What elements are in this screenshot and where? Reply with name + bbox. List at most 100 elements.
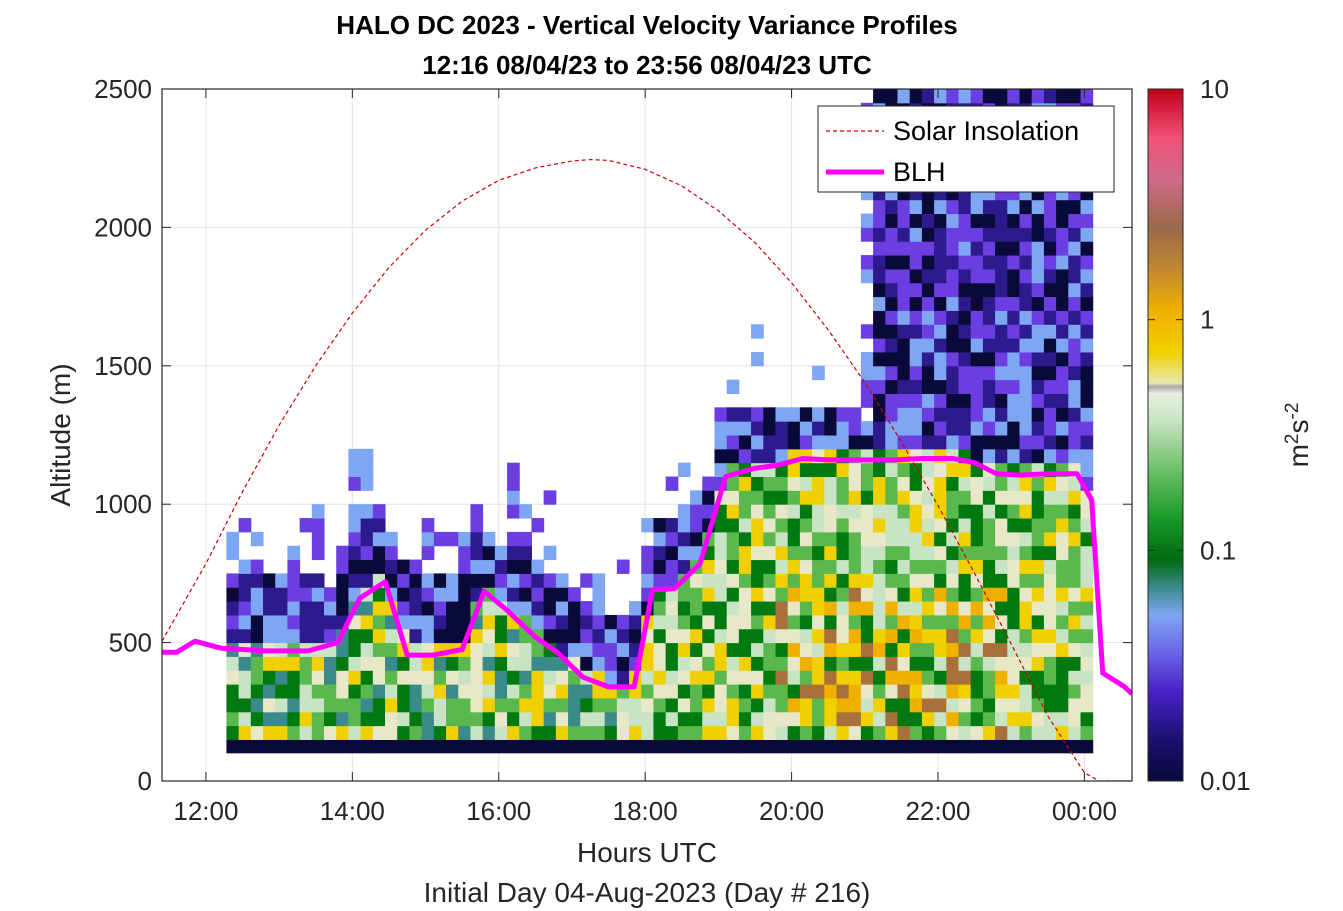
- heatmap-cell: [1031, 241, 1045, 256]
- heatmap-cell: [738, 601, 752, 616]
- heatmap-cell: [446, 656, 459, 671]
- heatmap-cell: [897, 656, 911, 671]
- heatmap-cell: [275, 725, 288, 740]
- heatmap-cell: [799, 476, 813, 491]
- heatmap-cell: [458, 614, 471, 630]
- heatmap-cell: [1056, 628, 1069, 644]
- heatmap-cell: [897, 227, 911, 242]
- heatmap-cell: [970, 338, 984, 353]
- heatmap-cell: [397, 697, 410, 713]
- heatmap-cell: [677, 697, 691, 713]
- heatmap-cell: [1068, 531, 1082, 547]
- heatmap-cell: [1043, 255, 1057, 270]
- heatmap-cell: [970, 656, 984, 671]
- heatmap-cell: [348, 559, 362, 574]
- heatmap-cell: [995, 739, 1008, 754]
- heatmap-cell: [824, 435, 837, 450]
- heatmap-cell: [421, 614, 435, 630]
- heatmap-cell: [897, 365, 911, 381]
- heatmap-cell: [360, 573, 374, 588]
- heatmap-cell: [1031, 338, 1045, 353]
- heatmap-cell: [885, 504, 898, 519]
- heatmap-cell: [238, 601, 252, 616]
- heatmap-cell: [738, 656, 752, 671]
- heatmap-cell: [616, 670, 630, 685]
- heatmap-cell: [958, 89, 972, 104]
- heatmap-cell: [921, 268, 935, 284]
- heatmap-cell: [1007, 601, 1021, 616]
- heatmap-cell: [702, 614, 715, 630]
- heatmap-cell: [909, 739, 923, 754]
- heatmap-cell: [519, 642, 532, 657]
- heatmap-cell: [1080, 642, 1094, 657]
- heatmap-cell: [995, 351, 1008, 367]
- heatmap-cell: [763, 504, 776, 519]
- heatmap-cell: [970, 365, 984, 381]
- heatmap-cell: [1056, 199, 1069, 215]
- heatmap-cell: [677, 504, 691, 519]
- heatmap-cell: [568, 614, 581, 630]
- heatmap-cell: [897, 725, 911, 740]
- heatmap-cell: [507, 656, 520, 671]
- colorbar-bar: [1147, 88, 1184, 782]
- heatmap-cell: [690, 531, 703, 547]
- heatmap-cell: [287, 656, 301, 671]
- heatmap-cell: [726, 421, 740, 436]
- heatmap-cell: [446, 711, 459, 727]
- heatmap-cell: [738, 573, 752, 588]
- heatmap-cell: [958, 711, 972, 727]
- heatmap-cell: [555, 573, 569, 588]
- heatmap-cell: [897, 282, 911, 298]
- heatmap-cell: [751, 407, 764, 422]
- heatmap-cell: [1019, 642, 1033, 657]
- heatmap-cell: [934, 462, 947, 478]
- heatmap-cell: [958, 628, 972, 644]
- heatmap-cell: [299, 670, 313, 685]
- heatmap-cell: [446, 670, 459, 685]
- heatmap-cell: [970, 407, 984, 422]
- heatmap-cell: [909, 296, 923, 311]
- heatmap-cell: [812, 670, 825, 685]
- heatmap-cell: [348, 531, 362, 547]
- heatmap-cell: [433, 531, 447, 547]
- heatmap-cell: [787, 614, 801, 630]
- heatmap-cell: [665, 518, 679, 533]
- heatmap-cell: [568, 697, 581, 713]
- heatmap-cell: [1031, 255, 1045, 270]
- heatmap-cell: [824, 490, 837, 505]
- heatmap-cell: [934, 601, 947, 616]
- heatmap-cell: [482, 573, 496, 588]
- heatmap-cell: [519, 725, 532, 740]
- heatmap-cell: [751, 697, 764, 713]
- heatmap-cell: [397, 725, 410, 740]
- heatmap-cell: [653, 628, 667, 644]
- heatmap-cell: [714, 462, 728, 478]
- heatmap-cell: [860, 697, 874, 713]
- heatmap-cell: [921, 711, 935, 727]
- heatmap-cell: [970, 241, 984, 256]
- heatmap-cell: [629, 628, 642, 644]
- heatmap-cell: [775, 435, 789, 450]
- heatmap-cell: [873, 684, 886, 699]
- heatmap-cell: [970, 545, 984, 561]
- heatmap-cell: [1007, 268, 1021, 284]
- heatmap-cell: [1031, 642, 1045, 657]
- heatmap-cell: [970, 559, 984, 574]
- heatmap-cell: [433, 670, 447, 685]
- heatmap-cell: [409, 628, 423, 644]
- heatmap-cell: [1043, 351, 1057, 367]
- heatmap-cell: [921, 670, 935, 685]
- heatmap-cell: [958, 531, 972, 547]
- heatmap-cell: [287, 545, 301, 561]
- heatmap-cell: [555, 587, 569, 602]
- heatmap-cell: [860, 518, 874, 533]
- heatmap-cell: [1007, 324, 1021, 339]
- heatmap-cell: [336, 670, 349, 685]
- heatmap-cell: [982, 545, 996, 561]
- heatmap-cell: [531, 601, 545, 616]
- heatmap-cell: [836, 711, 850, 727]
- heatmap-cell: [787, 725, 801, 740]
- heatmap-cell: [604, 697, 618, 713]
- heatmap-cell: [1043, 89, 1057, 104]
- heatmap-cell: [860, 614, 874, 630]
